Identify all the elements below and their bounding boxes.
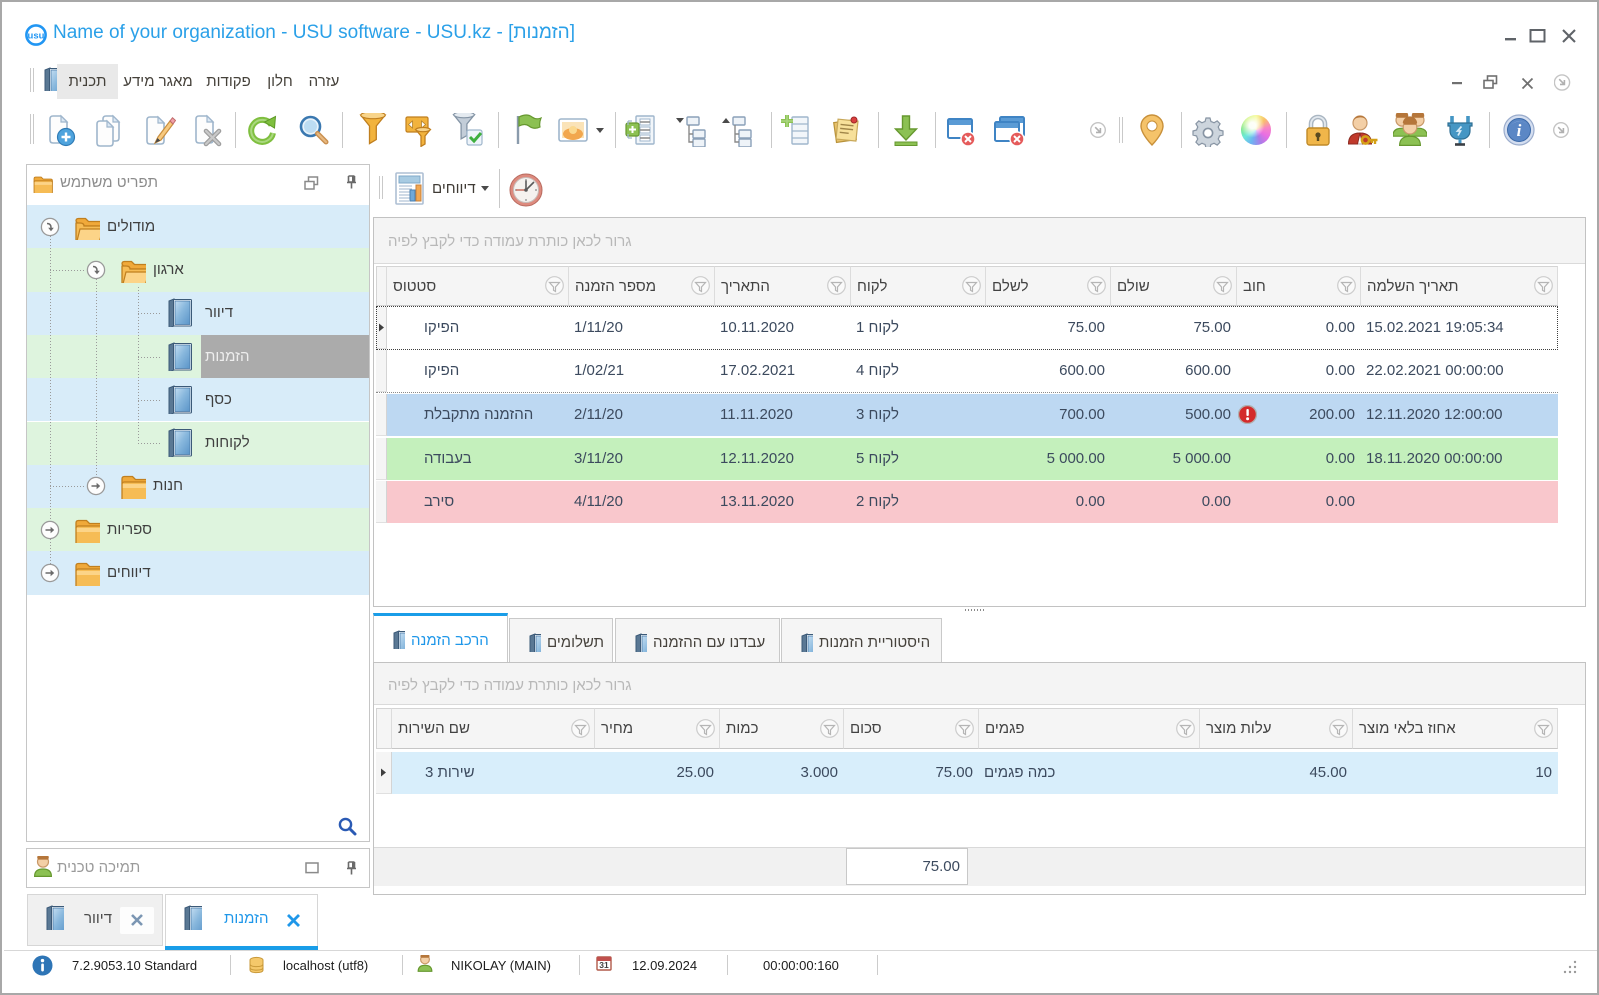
svg-text:usu: usu <box>28 31 45 42</box>
svg-text:31: 31 <box>599 960 609 970</box>
svg-text:i: i <box>1517 121 1522 140</box>
